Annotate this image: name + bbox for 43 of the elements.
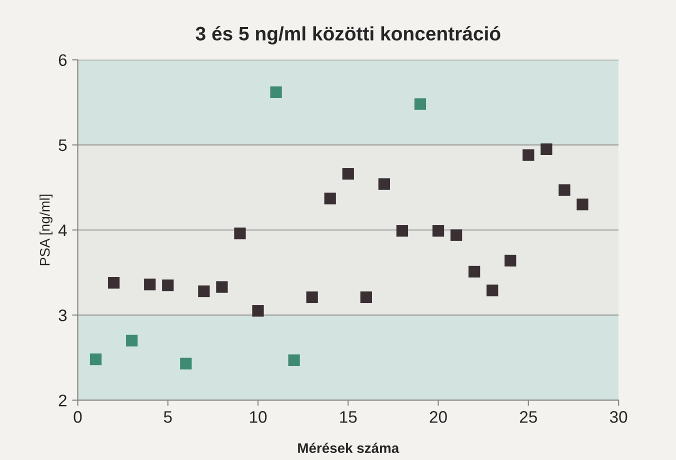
point <box>198 285 210 298</box>
point <box>306 291 318 304</box>
point <box>90 354 102 366</box>
point <box>396 225 408 237</box>
point <box>216 281 228 293</box>
point <box>360 291 372 304</box>
point <box>432 225 444 237</box>
point <box>486 284 498 296</box>
point <box>450 229 462 241</box>
y-tick-label: 6 <box>58 54 67 66</box>
x-tick-label: 20 <box>430 411 447 423</box>
x-tick-label: 10 <box>250 411 267 423</box>
point <box>234 228 246 240</box>
point <box>144 278 156 290</box>
point <box>558 184 570 196</box>
x-tick-label: 15 <box>340 411 357 423</box>
point <box>126 334 138 346</box>
x-tick-label: 0 <box>74 411 82 423</box>
y-tick-label: 4 <box>58 224 67 236</box>
point <box>252 305 264 317</box>
point <box>576 198 588 210</box>
point <box>414 98 426 110</box>
point <box>270 86 282 98</box>
x-tick-label: 25 <box>520 411 537 423</box>
x-tick-label: 5 <box>164 411 172 423</box>
x-axis-title: Mérések száma <box>298 442 400 454</box>
point <box>540 143 552 155</box>
y-tick-label: 2 <box>58 394 66 406</box>
x-tick-label: 30 <box>610 411 628 423</box>
point <box>342 168 354 180</box>
point <box>378 178 390 190</box>
y-tick-label: 5 <box>58 139 67 152</box>
point <box>468 266 480 278</box>
y-axis-title: PSA [ng/ml] <box>40 194 52 266</box>
point <box>504 254 516 266</box>
point <box>522 149 534 161</box>
chart-title: 3 és 5 ng/ml közötti koncentráció <box>196 26 500 44</box>
y-tick-label: 3 <box>58 310 67 322</box>
point <box>162 280 174 292</box>
point <box>108 276 120 289</box>
point <box>324 192 336 204</box>
point <box>180 358 192 370</box>
point <box>288 354 300 366</box>
